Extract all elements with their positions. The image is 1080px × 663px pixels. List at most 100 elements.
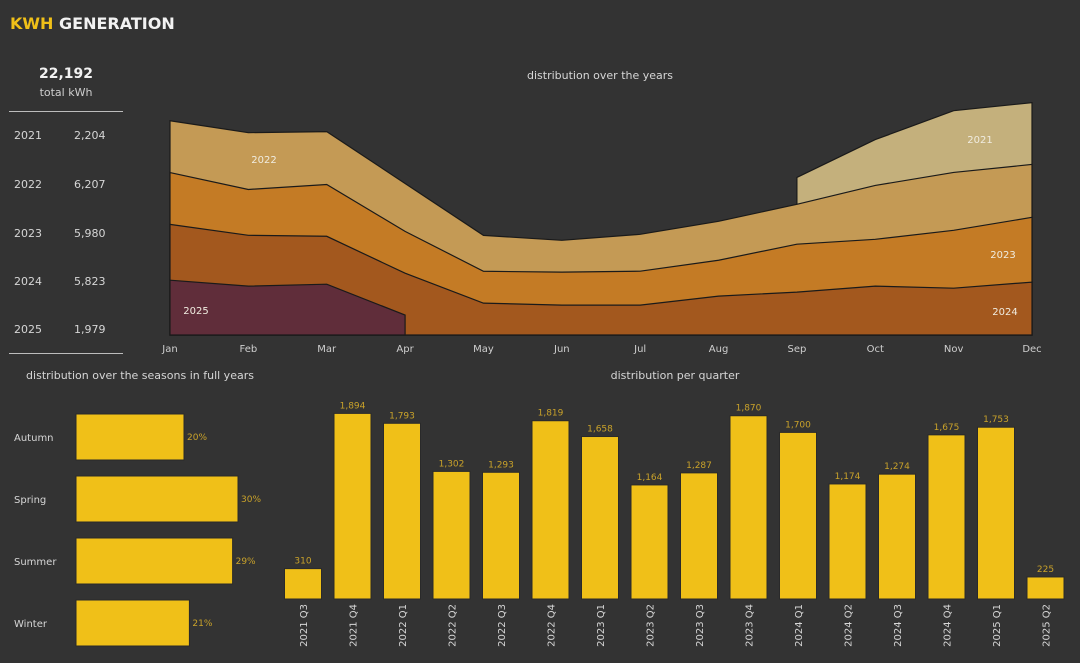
quarter-value-label: 1,658 [587, 425, 613, 435]
series-label-2025: 2025 [183, 306, 208, 317]
page-title: KWH GENERATION [10, 14, 175, 33]
area-chart-title: distribution over the years [526, 69, 674, 82]
season-label: Winter [14, 619, 48, 630]
quarter-tick-label: 2025 Q1 [992, 604, 1003, 647]
quarter-bar [680, 472, 718, 600]
season-bar [75, 475, 239, 523]
quarter-tick-label: 2025 Q2 [1042, 604, 1053, 647]
year-value: 2,204 [74, 129, 106, 142]
season-chart-title: distribution over the seasons in full ye… [26, 369, 254, 382]
quarter-value-label: 1,870 [736, 404, 762, 414]
season-bar [75, 599, 190, 647]
season-value-label: 20% [187, 433, 207, 443]
x-tick-label: Nov [944, 344, 964, 355]
quarter-value-label: 225 [1037, 565, 1054, 575]
quarter-bar [432, 470, 471, 600]
quarter-value-label: 1,302 [439, 459, 465, 469]
season-value-label: 29% [236, 557, 256, 567]
quarter-tick-label: 2022 Q2 [448, 604, 459, 647]
quarter-value-label: 1,174 [835, 472, 861, 482]
x-tick-label: Jul [633, 344, 646, 355]
series-label-2023: 2023 [990, 250, 1015, 261]
year-value: 5,980 [74, 227, 106, 240]
season-label: Summer [14, 557, 57, 568]
x-tick-label: Aug [709, 344, 729, 355]
x-tick-label: Oct [867, 344, 884, 355]
quarter-bar [630, 484, 669, 600]
quarter-tick-label: 2024 Q1 [794, 604, 805, 647]
quarter-value-label: 1,274 [884, 462, 910, 472]
quarter-tick-label: 2021 Q4 [349, 604, 360, 647]
quarter-value-label: 1,675 [934, 423, 960, 433]
year-label: 2023 [14, 227, 42, 240]
quarter-value-label: 1,164 [637, 473, 663, 483]
area-series-2025 [169, 279, 406, 336]
quarter-bar [927, 434, 966, 600]
series-label-2021: 2021 [967, 135, 992, 146]
quarter-bar [581, 436, 619, 600]
quarter-value-label: 1,894 [340, 401, 366, 411]
total-kwh-value: 22,192 [38, 66, 94, 82]
year-value: 1,979 [74, 323, 106, 336]
quarter-value-label: 1,293 [488, 460, 514, 470]
series-label-2022: 2022 [251, 155, 276, 166]
x-tick-label: May [473, 344, 494, 355]
quarter-bar [383, 422, 421, 600]
quarter-bar [828, 483, 867, 600]
x-tick-label: Jan [161, 344, 177, 355]
quarter-bar [1026, 576, 1065, 600]
quarter-tick-label: 2021 Q3 [299, 604, 310, 647]
x-tick-label: Jun [553, 344, 570, 355]
quarter-value-label: 310 [294, 557, 311, 567]
title-accent: KWH [10, 14, 54, 33]
quarter-value-label: 1,700 [785, 420, 811, 430]
quarter-tick-label: 2022 Q3 [497, 604, 508, 647]
quarter-bar [482, 471, 520, 600]
season-label: Spring [14, 495, 46, 506]
quarter-value-label: 1,793 [389, 411, 415, 421]
x-tick-label: Apr [396, 344, 414, 355]
x-tick-label: Dec [1022, 344, 1041, 355]
season-value-label: 21% [192, 619, 212, 629]
quarter-bar [779, 431, 817, 600]
quarter-bar [333, 412, 372, 600]
season-bar [75, 537, 234, 585]
quarter-tick-label: 2023 Q1 [596, 604, 607, 647]
divider-top [9, 111, 123, 112]
quarter-tick-label: 2024 Q2 [844, 604, 855, 647]
series-label-2024: 2024 [992, 307, 1017, 318]
quarter-value-label: 1,287 [686, 461, 712, 471]
quarter-value-label: 1,753 [983, 415, 1009, 425]
quarter-bar [878, 473, 916, 600]
x-tick-label: Feb [240, 344, 258, 355]
year-label: 2025 [14, 323, 42, 336]
quarter-tick-label: 2023 Q3 [695, 604, 706, 647]
season-label: Autumn [14, 433, 54, 444]
quarter-bar [284, 568, 322, 600]
quarter-tick-label: 2022 Q1 [398, 604, 409, 647]
divider-bottom [9, 353, 123, 354]
quarter-tick-label: 2022 Q4 [547, 604, 558, 647]
quarter-chart-title: distribution per quarter [610, 369, 740, 382]
season-bar [75, 413, 185, 461]
quarter-tick-label: 2023 Q4 [745, 604, 756, 647]
x-tick-label: Sep [787, 344, 806, 355]
year-label: 2024 [14, 275, 42, 288]
season-value-label: 30% [241, 495, 261, 505]
title-rest: GENERATION [53, 14, 175, 33]
total-kwh-label: total kWh [39, 86, 93, 99]
quarter-bar [977, 426, 1015, 600]
year-label: 2022 [14, 178, 42, 191]
quarter-bar [729, 415, 768, 600]
quarter-bar [531, 420, 570, 600]
x-tick-label: Mar [317, 344, 337, 355]
quarter-value-label: 1,819 [538, 409, 564, 419]
year-value: 5,823 [74, 275, 106, 288]
quarter-tick-label: 2024 Q3 [893, 604, 904, 647]
year-value: 6,207 [74, 178, 106, 191]
quarter-tick-label: 2024 Q4 [943, 604, 954, 647]
quarter-tick-label: 2023 Q2 [646, 604, 657, 647]
year-label: 2021 [14, 129, 42, 142]
